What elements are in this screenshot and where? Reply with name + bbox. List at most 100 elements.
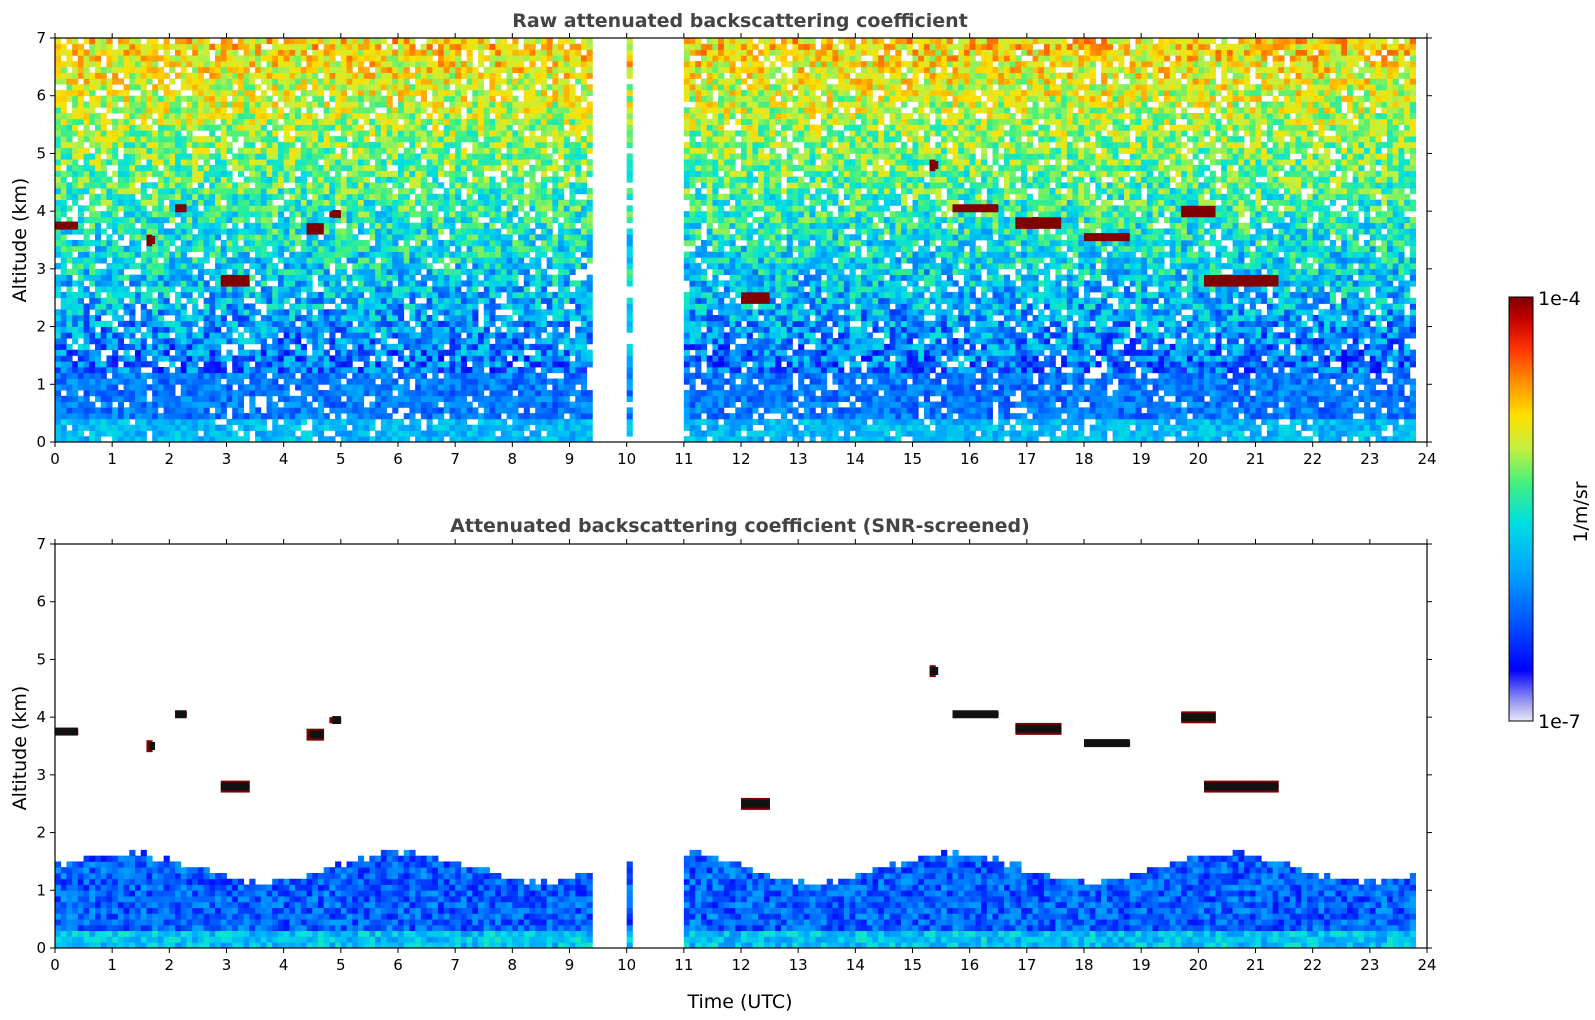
heatmap-cell <box>89 349 96 356</box>
heatmap-cell <box>489 366 496 374</box>
heatmap-cell <box>380 211 387 218</box>
heatmap-cell <box>346 130 353 137</box>
heatmap-cell <box>495 240 502 247</box>
heatmap-cell <box>506 55 513 62</box>
heatmap-cell <box>83 418 90 426</box>
heatmap-cell <box>255 38 262 45</box>
heatmap-cell <box>289 378 296 385</box>
heatmap-cell <box>432 84 439 91</box>
heatmap-cell <box>135 61 142 68</box>
heatmap-cell <box>392 49 399 56</box>
heatmap-cell <box>175 280 182 287</box>
heatmap-cell <box>175 309 182 316</box>
heatmap-cell <box>123 141 130 149</box>
heatmap-cell <box>352 309 359 316</box>
heatmap-cell <box>89 401 96 408</box>
heatmap-cell <box>277 361 285 368</box>
heatmap-cell <box>55 372 62 379</box>
heatmap-cell <box>512 366 519 374</box>
heatmap-cell <box>277 234 285 241</box>
heatmap-cell <box>478 89 485 97</box>
heatmap-cell <box>55 228 62 235</box>
heatmap-cell <box>249 205 256 212</box>
heatmap-cell <box>426 268 433 276</box>
heatmap-cell <box>140 130 147 137</box>
heatmap-cell <box>352 378 359 385</box>
heatmap-cell <box>449 49 456 56</box>
heatmap-cell <box>232 245 239 252</box>
heatmap-cell <box>295 66 302 74</box>
heatmap-cell <box>323 153 330 160</box>
heatmap-cell <box>249 170 256 177</box>
heatmap-cell <box>460 124 467 131</box>
heatmap-cell <box>460 366 467 374</box>
heatmap-cell <box>163 274 170 281</box>
heatmap-cell <box>460 147 467 154</box>
heatmap-cell <box>95 159 102 166</box>
heatmap-cell <box>135 124 142 131</box>
heatmap-cell <box>266 240 273 247</box>
heatmap-cell <box>243 118 250 125</box>
heatmap-cell <box>512 38 519 45</box>
heatmap-cell <box>232 240 239 247</box>
heatmap-cell <box>249 390 256 397</box>
heatmap-cell <box>478 297 485 304</box>
heatmap-cell <box>289 274 296 281</box>
heatmap-cell <box>129 141 136 149</box>
heatmap-cell <box>157 343 165 351</box>
heatmap-cell <box>186 280 193 287</box>
heatmap-cell <box>449 141 456 149</box>
heatmap-cell <box>500 43 508 50</box>
heatmap-cell <box>255 188 262 195</box>
heatmap-cell <box>255 199 262 206</box>
heatmap-cell <box>460 280 467 287</box>
heatmap-cell <box>180 274 187 281</box>
heatmap-cell <box>60 193 67 200</box>
heatmap-cell <box>146 107 153 114</box>
heatmap-cell <box>317 291 325 299</box>
heatmap-cell <box>323 136 330 143</box>
heatmap-cell <box>289 136 296 143</box>
heatmap-cell <box>352 61 359 68</box>
heatmap-cell <box>129 378 136 385</box>
heatmap-cell <box>249 257 256 264</box>
heatmap-cell <box>146 424 153 431</box>
heatmap-cell <box>112 216 119 224</box>
heatmap-cell <box>186 424 193 431</box>
heatmap-cell <box>123 211 130 218</box>
heatmap-cell <box>277 245 285 252</box>
heatmap-cell <box>443 113 450 120</box>
heatmap-cell <box>478 182 485 189</box>
heatmap-cell <box>266 257 273 264</box>
heatmap-cell <box>152 251 159 258</box>
heatmap-cell <box>317 413 325 420</box>
heatmap-cell <box>180 55 187 62</box>
heatmap-cell <box>295 315 302 322</box>
heatmap-cell <box>500 89 508 97</box>
heatmap-cell <box>203 49 210 56</box>
heatmap-cell <box>386 361 393 368</box>
heatmap-cell <box>135 72 142 79</box>
heatmap-cell <box>255 118 262 125</box>
heatmap-cell <box>192 378 199 385</box>
heatmap-cell <box>449 216 456 224</box>
heatmap-cell <box>277 315 285 322</box>
heatmap-cell <box>157 153 165 160</box>
heatmap-cell <box>175 164 182 172</box>
heatmap-cell <box>186 78 193 85</box>
heatmap-cell <box>277 153 285 160</box>
heatmap-cell <box>186 338 193 345</box>
heatmap-cell <box>272 55 279 62</box>
heatmap-cell <box>500 66 508 74</box>
heatmap-cell <box>443 407 450 414</box>
heatmap-cell <box>243 147 250 154</box>
heatmap-cell <box>295 303 302 310</box>
heatmap-cell <box>72 268 79 276</box>
heatmap-cell <box>478 366 485 374</box>
heatmap-cell <box>392 72 399 79</box>
heatmap-cell <box>455 309 462 316</box>
heatmap-cell <box>392 274 399 281</box>
heatmap-cell <box>335 430 342 437</box>
heatmap-cell <box>169 303 176 310</box>
heatmap-cell <box>483 176 490 183</box>
